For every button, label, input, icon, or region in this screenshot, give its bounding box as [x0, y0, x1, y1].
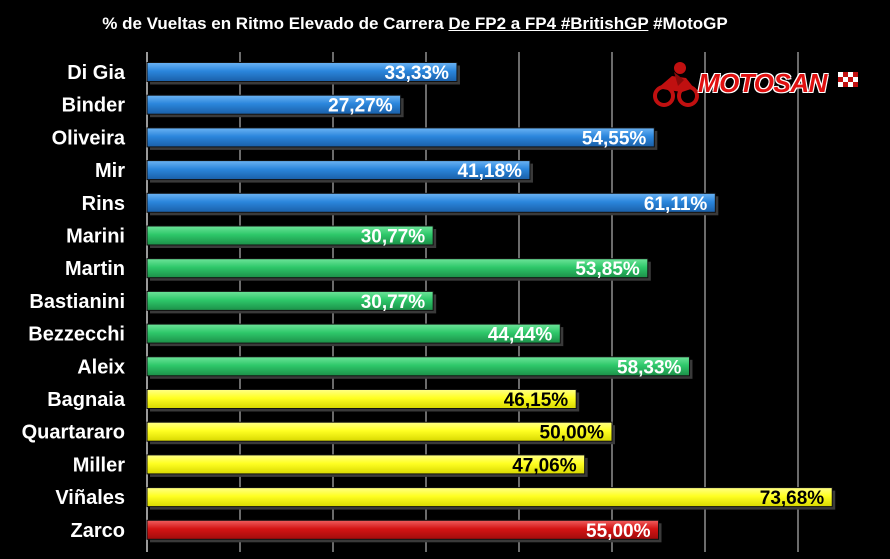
category-label: Viñales	[55, 487, 125, 509]
category-label: Miller	[73, 454, 125, 476]
category-label: Oliveira	[52, 127, 126, 149]
category-label: Aleix	[77, 356, 125, 378]
bar-di-gia	[146, 62, 458, 82]
category-label: Rins	[82, 193, 125, 215]
category-label: Mir	[95, 160, 125, 182]
bar-bastianini	[146, 290, 434, 311]
category-label: Zarco	[71, 520, 125, 542]
title-main: % de Vueltas en Ritmo Elevado de Carrera	[102, 14, 449, 33]
bars	[146, 62, 836, 543]
bar-binder	[146, 94, 402, 115]
value-label: 46,15%	[504, 390, 569, 411]
category-labels: Di Gia Binder Oliveira Mir Rins Marini Martin B…	[22, 62, 126, 542]
title-underlined: De FP2 a FP4 #BritishGP	[448, 14, 649, 33]
category-label: Bagnaia	[47, 389, 126, 411]
bar-quartararo	[146, 421, 613, 442]
value-label: 73,68%	[760, 488, 825, 509]
category-label: Bezzecchi	[28, 324, 125, 346]
value-label: 61,11%	[644, 194, 707, 215]
bar-bagnaia	[146, 389, 577, 409]
category-label: Bastianini	[29, 291, 125, 313]
bar-bezzecchi	[146, 323, 561, 344]
value-label: 33,33%	[385, 63, 450, 84]
category-label: Marini	[66, 226, 125, 248]
bar-viñales	[146, 487, 833, 508]
category-label: Quartararo	[22, 422, 125, 444]
value-label: 58,33%	[617, 357, 682, 378]
bar-martin	[146, 258, 649, 279]
value-label: 30,77%	[361, 227, 426, 248]
title-hashtag: #MotoGP	[648, 14, 728, 33]
bar-mir	[146, 160, 531, 181]
value-label: 27,27%	[328, 96, 393, 117]
value-label: 47,06%	[512, 455, 577, 476]
value-label: 30,77%	[361, 292, 426, 313]
value-label: 50,00%	[540, 423, 605, 444]
category-label: Martin	[65, 258, 125, 280]
value-label: 53,85%	[575, 259, 640, 280]
bar-rins	[146, 192, 716, 213]
bar-oliveira	[146, 127, 655, 148]
chart-title: % de Vueltas en Ritmo Elevado de Carrera…	[0, 14, 830, 34]
category-label: Binder	[62, 95, 126, 117]
watermark-text: MOTOSAN	[698, 68, 827, 98]
category-label: Di Gia	[67, 62, 126, 84]
value-label: 54,55%	[582, 128, 647, 149]
bar-aleix	[146, 356, 690, 377]
rider-icon	[653, 62, 699, 107]
bar-zarco	[146, 519, 659, 540]
value-labels: 33,33% 27,27% 54,55% 41,18% 61,11% 30,77% 53,8…	[328, 63, 824, 542]
checkered-flag-icon	[838, 72, 858, 87]
motosan-logo: MOTOSAN	[652, 58, 862, 108]
value-label: 55,00%	[586, 521, 651, 542]
value-label: 41,18%	[458, 161, 523, 182]
bar-marini	[146, 225, 434, 246]
bar-miller	[146, 454, 586, 475]
value-label: 44,44%	[488, 325, 553, 346]
